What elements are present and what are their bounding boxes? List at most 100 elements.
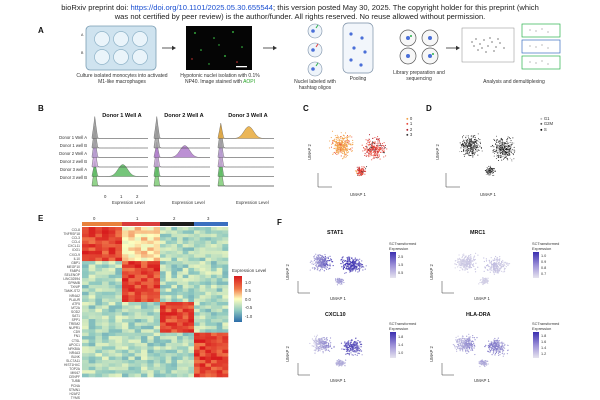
feature-point [350,352,352,354]
feature-point [459,262,461,264]
umap-point [344,137,346,140]
feature-point [502,259,504,262]
umap-point [497,151,499,153]
umap-point [340,141,342,143]
feature-point [479,281,481,284]
heatmap-cell [108,244,116,248]
feature-point [359,343,362,346]
heatmap-cell [128,336,135,340]
heatmap-cell [194,288,200,293]
umap-point [378,156,380,159]
umap-point [371,144,373,146]
umap-point [512,154,514,156]
heatmap-cell [82,230,89,235]
heatmap-cell [115,329,123,333]
feature-plot-hla-dra [441,333,509,376]
feature-point [314,352,316,354]
feature-point [493,273,495,275]
umap-point [366,166,368,168]
umap-point [340,155,342,157]
umap-point [332,140,334,142]
feature-point [340,262,342,265]
doi-link[interactable]: https://doi.org/10.1101/2025.05.30.65554… [130,3,274,12]
umap-point [345,151,348,153]
feature-point [322,256,324,259]
feature-point [314,262,316,265]
heatmap-cell [177,271,183,276]
ridge-row-label: Donor 3 well B [59,175,87,180]
heatmap-cell [122,308,129,313]
umap-point [493,151,495,153]
feature-point [352,264,354,266]
feature-point [352,270,354,272]
heatmap-cell [160,291,166,296]
umap-point [377,151,379,153]
legend-tick: 1.4 [541,346,547,350]
heatmap-cell [216,308,223,313]
feature-point [328,265,330,267]
umap-point [335,150,337,152]
feature-point [473,342,475,344]
heatmap-cell [211,305,217,310]
heatmap-cell [205,233,212,238]
umap-point [468,143,470,145]
heatmap-cell [153,349,161,354]
heatmap-cell [115,281,123,286]
heatmap-cell [171,257,178,262]
umap-point [368,154,370,156]
umap-point [366,147,368,149]
feature-ylabel: UMAP 2 [429,346,434,362]
heatmap-cell [102,281,109,286]
feature-point [335,278,337,280]
gene-label: TREM2 [68,322,80,327]
heatmap-cell [128,250,135,255]
feature-point [464,342,466,344]
heatmap-cell [134,298,142,303]
heatmap-cell [122,240,129,245]
umap-point [336,144,338,146]
heatmap-cell [88,349,96,354]
feature-point [319,338,321,340]
heatmap-cell [188,366,195,371]
feature-point [361,265,363,267]
umap-point [381,147,384,149]
heatmap-cell [171,240,178,245]
legend-tick: 0.5 [245,288,251,294]
umap-point [472,156,474,158]
heatmap-cell [182,288,189,293]
nuclei-micrograph [186,26,252,70]
heatmap-cell [128,319,135,323]
feature-point [490,262,493,264]
feature-point [471,340,474,342]
heatmap-cell [153,339,161,344]
heatmap-cell [222,363,229,368]
feature-point [493,263,496,265]
heatmap-cell [171,281,178,286]
feature-point [313,345,315,347]
heatmap-cell [199,312,206,316]
feature-point [322,340,324,342]
feature-point [466,335,468,337]
umap-point [489,170,491,172]
heatmap-cell [211,295,217,299]
heatmap-cell [108,264,116,269]
ridge-plots [91,116,274,187]
heatmap-cell [194,356,200,361]
feature-point [492,269,495,271]
heatmap-cell [147,325,154,330]
feature-point [490,345,492,347]
umap-point [497,144,499,146]
heatmap-cell [147,373,154,378]
heatmap-cell [95,230,103,235]
umap-point [336,138,338,140]
heatmap-cell [128,291,135,296]
heatmap-cell [194,247,200,252]
heatmap-cell [211,281,217,286]
heatmap-cell [128,254,135,258]
heatmap-cell [122,356,129,361]
heatmap-cell [128,227,135,231]
heatmap-cell [165,288,172,293]
feature-point [341,282,343,285]
feature-point [463,347,466,349]
feature-point [491,266,493,268]
